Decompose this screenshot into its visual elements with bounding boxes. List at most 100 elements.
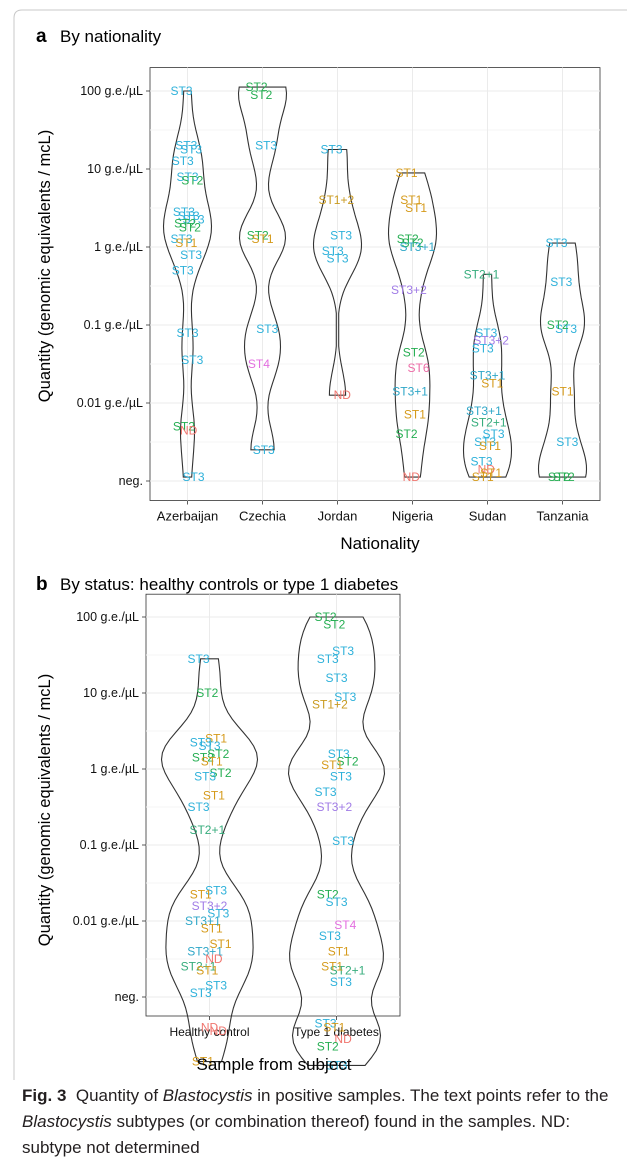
- subtype-point: ST3: [334, 690, 356, 704]
- subtype-point: ST2: [317, 887, 339, 901]
- subtype-point: ST2+1: [464, 267, 500, 281]
- x-tick-label: Type 1 diabetes: [294, 1025, 379, 1039]
- subtype-point: ST1: [404, 408, 426, 422]
- subtype-point: ST3: [330, 975, 352, 989]
- subtype-point: ST3: [470, 455, 492, 469]
- subtype-point: ST2: [314, 610, 336, 624]
- subtype-point: ST3: [175, 139, 197, 153]
- subtype-point: ST3+2: [192, 899, 228, 913]
- subtype-point: ST3: [172, 154, 194, 168]
- violin-healthy-control: [160, 658, 259, 1063]
- subtype-point: ST2: [397, 232, 419, 246]
- subtype-point: ST4: [248, 357, 270, 371]
- subtype-point: ST3: [256, 322, 278, 336]
- subtype-point: ST3: [556, 435, 578, 449]
- subtype-point: ST1+2: [312, 697, 348, 711]
- subtype-point: ST2: [553, 470, 575, 484]
- subtype-point: ST1: [201, 922, 223, 936]
- subtype-point: ST2: [192, 751, 214, 765]
- subtype-point: ST1: [251, 232, 273, 246]
- x-tick-label: Czechia: [239, 509, 287, 524]
- violin-czechia: [237, 86, 288, 451]
- subtype-point: ST3: [325, 895, 347, 909]
- y-tick-label: 1 g.e./µL: [90, 762, 139, 776]
- subtype-point: ST3: [178, 209, 200, 223]
- subtype-point: ST1: [321, 960, 343, 974]
- y-tick-label: neg.: [115, 990, 139, 1004]
- subtype-point: ST2+1: [181, 960, 217, 974]
- subtype-point: ST2: [179, 221, 201, 235]
- subtype-point: ST3: [198, 739, 220, 753]
- caption-species2: Blastocystis: [22, 1112, 112, 1131]
- subtype-point: ST1: [395, 166, 417, 180]
- subtype-point: ST3: [317, 652, 339, 666]
- subtype-point: ST1: [400, 193, 422, 207]
- subtype-point: ST3: [176, 170, 198, 184]
- subtype-point: ST3: [205, 979, 227, 993]
- subtype-point: ST1: [479, 439, 501, 453]
- figure-caption: Fig. 3 Quantity of Blastocystis in posit…: [22, 1083, 622, 1161]
- violin-type-1-diabetes: [287, 616, 386, 1066]
- violin-tanzania: [537, 242, 588, 478]
- panel-a-xlabel: Nationality: [340, 534, 420, 553]
- subtype-point: ST3: [255, 139, 277, 153]
- subtype-point: ST3: [319, 929, 341, 943]
- subtype-point: ST2: [317, 1039, 339, 1053]
- subtype-point: ST3: [325, 671, 347, 685]
- subtype-point: ST3+2: [316, 800, 352, 814]
- subtype-point: ST3: [187, 652, 209, 666]
- subtype-point: ST3: [330, 228, 352, 242]
- x-tick-label: Sudan: [469, 509, 507, 524]
- subtype-point: ST2: [336, 754, 358, 768]
- y-tick-label: 0.01 g.e./µL: [77, 396, 143, 410]
- panel-a-chart: neg. 0.01 g.e./µL 0.1 g.e./µL 1 g.e./µL 10 g…: [77, 67, 601, 524]
- y-tick-label: 10 g.e./µL: [83, 686, 139, 700]
- panel-b-chart: neg. 0.01 g.e./µL 0.1 g.e./µL 1 g.e./µL 10 g…: [73, 593, 401, 1072]
- subtype-point: ND: [478, 462, 496, 476]
- subtype-point: ST3+1: [466, 404, 502, 418]
- subtype-point: ST1: [323, 1020, 345, 1034]
- subtype-point: ST2: [395, 427, 417, 441]
- subtype-point: ST3: [190, 986, 212, 1000]
- subtype-point: ST2: [245, 80, 267, 94]
- panel-a-letter: a: [36, 26, 47, 47]
- subtype-point: ST3+1: [187, 944, 223, 958]
- subtype-point: ST3: [482, 427, 504, 441]
- subtype-point: ST3: [550, 275, 572, 289]
- y-tick-label: 10 g.e./µL: [87, 162, 143, 176]
- panel-b-title: By status: healthy controls or type 1 di…: [60, 575, 398, 594]
- subtype-point: ST3: [190, 735, 212, 749]
- plot-panel: [149, 67, 601, 501]
- subtype-point: ST3: [181, 353, 203, 367]
- subtype-point: ST3: [194, 770, 216, 784]
- subtype-point: ST3: [332, 834, 354, 848]
- subtype-point: ST3+2: [391, 283, 427, 297]
- subtype-point: ND: [201, 1020, 219, 1034]
- subtype-point: ST1: [192, 1055, 214, 1069]
- subtype-point: ST3: [545, 236, 567, 250]
- subtype-point: ST3: [176, 326, 198, 340]
- subtype-point: ND: [334, 388, 352, 402]
- subtype-point: ST3: [332, 644, 354, 658]
- subtype-point: ST3: [180, 248, 202, 262]
- x-tick-label: Tanzania: [536, 509, 589, 524]
- subtype-point: ST1: [480, 466, 502, 480]
- subtype-point: ST2: [401, 236, 423, 250]
- subtype-point: ND: [210, 1024, 228, 1038]
- subtype-point: ST3: [322, 244, 344, 258]
- subtype-point: ST1: [405, 201, 427, 215]
- subtype-point: ST3: [170, 84, 192, 98]
- subtype-point: ST2: [247, 228, 269, 242]
- subtype-point: ST1: [551, 384, 573, 398]
- subtype-point: ST1: [196, 963, 218, 977]
- subtype-point: ST2+1: [330, 963, 366, 977]
- violin-nigeria: [387, 172, 438, 478]
- subtype-point: ST1: [209, 937, 231, 951]
- panel-a-title: By nationality: [60, 27, 162, 46]
- x-tick-label: Nigeria: [392, 509, 434, 524]
- panel-b-letter: b: [36, 574, 48, 595]
- subtype-point: ST2: [547, 318, 569, 332]
- subtype-point: ST3: [173, 205, 195, 219]
- subtype-point: ND: [403, 470, 421, 484]
